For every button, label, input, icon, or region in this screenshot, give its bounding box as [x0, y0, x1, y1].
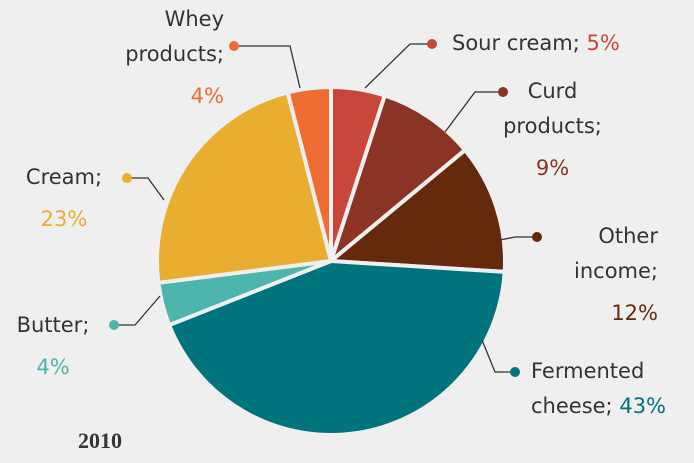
leader-line	[234, 45, 301, 89]
value-label: 4%	[36, 355, 70, 379]
category-label: Butter;	[16, 313, 90, 337]
value-label: 23%	[40, 207, 88, 231]
value-label: 5%	[586, 31, 620, 55]
category-label: Other income;	[574, 224, 658, 283]
slice-label: Butter; 4%	[3, 308, 103, 385]
slice-label: Curd products; 9%	[500, 74, 605, 186]
slice-label: Fermented cheese; 43%	[531, 354, 691, 424]
value-label: 43%	[619, 394, 667, 418]
slice-label: Sour cream; 5%	[452, 26, 692, 61]
leader-line	[114, 295, 161, 326]
leader-line	[499, 236, 537, 241]
pie-slice	[167, 259, 507, 437]
leader-dot	[510, 367, 520, 377]
category-label: Fermented cheese;	[531, 359, 645, 418]
slice-label: Other income; 12%	[540, 219, 658, 331]
value-label: 4%	[190, 84, 224, 108]
slice-label: Cream; 23%	[14, 160, 114, 237]
leader-line	[364, 43, 432, 89]
category-label: Curd products;	[503, 79, 602, 138]
leader-dot	[109, 320, 119, 330]
leader-dot	[122, 173, 132, 183]
value-label: 12%	[611, 301, 658, 325]
leader-line	[444, 91, 503, 133]
leader-dot	[427, 39, 437, 49]
pie-slice	[329, 148, 507, 274]
category-label: Whey products;	[125, 7, 224, 66]
leader-line	[481, 339, 515, 373]
leader-dot	[532, 232, 542, 242]
chart-title: 2010	[78, 428, 122, 453]
slice-label: Whey products; 4%	[100, 2, 224, 114]
category-label: Cream;	[25, 165, 103, 189]
leader-line	[127, 177, 165, 201]
pie-slice	[285, 85, 333, 263]
leader-dot	[229, 41, 239, 51]
pie-slice	[155, 90, 333, 285]
value-label: 9%	[535, 156, 570, 180]
leader-dot	[498, 87, 508, 97]
category-label: Sour cream;	[452, 31, 580, 55]
